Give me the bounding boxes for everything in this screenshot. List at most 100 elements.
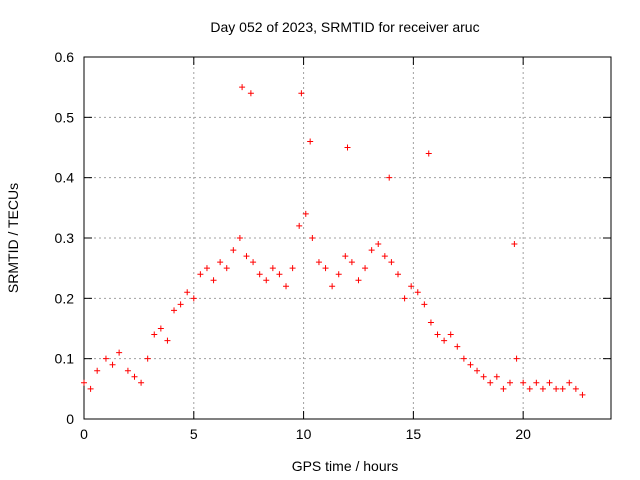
x-axis-label: GPS time / hours (292, 458, 399, 474)
y-tick-label: 0.3 (55, 230, 75, 246)
data-point (102, 355, 109, 362)
data-point (408, 283, 415, 290)
data-point (138, 379, 145, 386)
x-tick-label: 5 (190, 426, 198, 442)
data-point (425, 150, 432, 157)
data-point (539, 385, 546, 392)
data-point (116, 349, 123, 356)
data-point (572, 385, 579, 392)
data-point (131, 373, 138, 380)
y-tick-label: 0.6 (55, 49, 75, 65)
data-point (124, 367, 131, 374)
chart-title: Day 052 of 2023, SRMTID for receiver aru… (210, 19, 479, 35)
data-point (362, 265, 369, 272)
data-point (309, 235, 316, 241)
data-point (559, 385, 566, 392)
data-point (546, 379, 553, 386)
data-point (474, 367, 481, 374)
data-point (368, 247, 375, 254)
data-point (386, 174, 393, 181)
data-point (157, 325, 164, 332)
plot-frame (83, 56, 612, 420)
data-point (447, 331, 454, 338)
data-point (296, 222, 303, 229)
data-point (454, 343, 461, 350)
data-point (375, 241, 382, 248)
data-point (355, 277, 362, 284)
y-tick-label: 0.1 (55, 351, 75, 367)
data-point (480, 373, 487, 380)
data-point (197, 271, 204, 278)
data-point (401, 295, 408, 302)
data-point (247, 90, 254, 97)
data-point (344, 144, 351, 151)
data-point (302, 210, 309, 217)
data-point (144, 355, 151, 362)
data-point (298, 90, 305, 97)
data-point (487, 379, 494, 386)
data-point (513, 355, 520, 362)
data-point (307, 138, 314, 145)
data-point (210, 277, 217, 284)
data-point (553, 385, 560, 392)
data-point (184, 289, 191, 296)
x-tick-label: 0 (80, 426, 88, 442)
x-tick-label: 10 (296, 426, 312, 442)
data-point (460, 355, 467, 362)
data-point (230, 247, 237, 254)
data-point (493, 373, 500, 380)
data-point (109, 361, 116, 368)
y-tick-label: 0 (66, 411, 74, 427)
data-point (250, 259, 257, 266)
data-point (421, 301, 428, 308)
data-point (94, 367, 101, 374)
data-point (388, 259, 395, 266)
data-point (315, 259, 322, 266)
data-point (579, 391, 586, 398)
data-point (263, 277, 270, 284)
data-point (256, 271, 263, 278)
data-point (177, 301, 184, 308)
data-point (506, 379, 513, 386)
data-point (171, 307, 178, 314)
data-point (335, 271, 342, 278)
data-point (239, 84, 246, 91)
data-point (434, 331, 441, 338)
data-point (381, 253, 388, 260)
data-point (164, 337, 171, 344)
data-point (289, 265, 296, 272)
data-point (322, 265, 329, 272)
data-point (243, 253, 250, 260)
x-tick-label: 15 (406, 426, 422, 442)
data-point (348, 259, 355, 266)
data-point (427, 319, 434, 326)
data-point (511, 241, 518, 248)
data-points (81, 84, 586, 398)
data-point (566, 379, 573, 386)
data-point (269, 265, 276, 272)
data-point (236, 235, 243, 241)
y-axis-label: SRMTID / TECUs (5, 183, 21, 293)
data-point (81, 379, 87, 386)
data-point (329, 283, 336, 290)
data-point (526, 385, 533, 392)
data-point (283, 283, 290, 290)
data-point (395, 271, 402, 278)
x-tick-label: 20 (515, 426, 531, 442)
data-point (217, 259, 224, 266)
y-tick-label: 0.2 (55, 290, 75, 306)
data-point (414, 289, 421, 296)
grid-lines (84, 57, 611, 419)
data-point (151, 331, 158, 338)
data-point (276, 271, 283, 278)
y-tick-label: 0.5 (55, 109, 75, 125)
data-point (190, 295, 197, 302)
y-tick-label: 0.4 (55, 170, 75, 186)
data-point (467, 361, 474, 368)
axis-ticks: 0 0.1 0.2 0.3 0.4 0.5 0.6 0 5 10 15 20 (55, 49, 611, 442)
data-point (520, 379, 527, 386)
data-point (441, 337, 448, 344)
data-point (533, 379, 540, 386)
data-point (500, 385, 507, 392)
